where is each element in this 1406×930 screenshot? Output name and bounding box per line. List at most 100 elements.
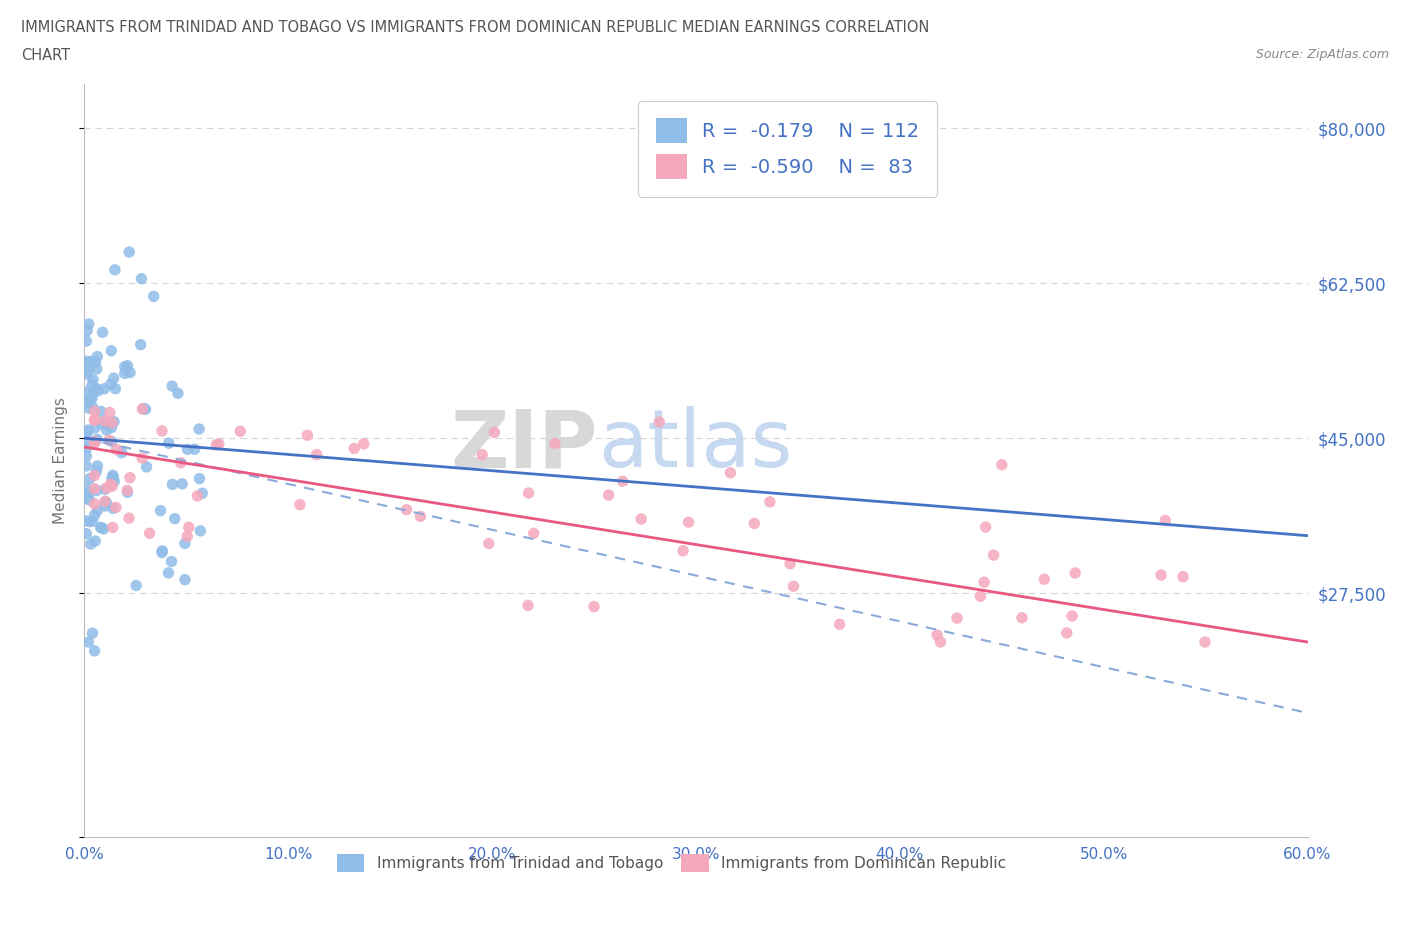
Point [83, 413, 105, 428]
Point [86, 458, 108, 473]
Point [188, 472, 211, 486]
Point [1062, 608, 1084, 623]
Point [97, 416, 120, 431]
Point [134, 402, 156, 417]
Point [191, 485, 214, 500]
Point [90, 417, 112, 432]
Point [75, 441, 97, 456]
Point [150, 543, 173, 558]
Point [678, 515, 700, 530]
Point [75, 526, 97, 541]
Point [75, 513, 97, 528]
Point [100, 377, 122, 392]
Point [167, 386, 190, 401]
Point [101, 501, 124, 516]
Point [150, 545, 173, 560]
Point [208, 436, 231, 451]
Point [305, 447, 328, 462]
Point [83, 482, 105, 497]
Point [523, 526, 546, 541]
Point [101, 471, 124, 485]
Point [1033, 572, 1056, 587]
Point [744, 516, 766, 531]
Point [77, 316, 100, 331]
Point [104, 500, 127, 515]
Point [395, 502, 418, 517]
Point [672, 543, 695, 558]
Point [135, 459, 157, 474]
Text: Source: ZipAtlas.com: Source: ZipAtlas.com [1256, 48, 1389, 61]
Point [471, 447, 494, 462]
Point [177, 520, 200, 535]
Text: CHART: CHART [21, 48, 70, 63]
Point [114, 365, 136, 380]
Point [80, 537, 103, 551]
Point [83, 468, 105, 483]
Point [96, 495, 118, 510]
Point [115, 483, 138, 498]
Point [759, 495, 782, 510]
Point [83, 434, 105, 449]
Point [150, 423, 173, 438]
Point [83, 497, 105, 512]
Point [478, 536, 501, 551]
Point [75, 354, 97, 369]
Point [484, 425, 506, 440]
Point [1150, 567, 1173, 582]
Point [111, 445, 134, 460]
Point [90, 520, 112, 535]
Point [93, 414, 115, 429]
Point [105, 442, 128, 457]
Point [77, 422, 100, 437]
Point [90, 404, 112, 418]
Point [720, 465, 742, 480]
Point [172, 476, 194, 491]
Point [612, 473, 634, 488]
Point [79, 354, 101, 369]
Point [86, 381, 108, 396]
Point [104, 381, 127, 396]
Point [94, 494, 117, 509]
Point [176, 442, 198, 457]
Point [583, 599, 606, 614]
Point [779, 556, 801, 571]
Point [297, 428, 319, 443]
Point [94, 482, 117, 497]
Point [598, 487, 620, 502]
Point [1011, 610, 1033, 625]
Point [118, 365, 141, 380]
Point [183, 442, 205, 457]
Point [101, 520, 124, 535]
Point [94, 414, 117, 429]
Point [100, 434, 122, 449]
Point [101, 468, 124, 483]
Point [157, 436, 180, 451]
Point [118, 511, 141, 525]
Point [83, 508, 105, 523]
Point [101, 416, 124, 431]
Point [84, 420, 107, 435]
Point [84, 355, 107, 370]
Point [77, 384, 100, 399]
Point [80, 378, 103, 392]
Text: ZIP: ZIP [451, 406, 598, 485]
Point [409, 509, 432, 524]
Point [174, 572, 197, 587]
Point [162, 477, 184, 492]
Point [86, 483, 108, 498]
Point [630, 512, 652, 526]
Point [79, 493, 101, 508]
Point [160, 379, 183, 393]
Point [1064, 565, 1087, 580]
Point [131, 272, 153, 286]
Point [170, 456, 193, 471]
Point [828, 617, 851, 631]
Point [86, 362, 108, 377]
Point [76, 323, 98, 338]
Point [991, 458, 1014, 472]
Point [100, 420, 122, 435]
Point [517, 598, 540, 613]
Point [75, 448, 97, 463]
Point [103, 414, 125, 429]
Point [77, 485, 100, 500]
